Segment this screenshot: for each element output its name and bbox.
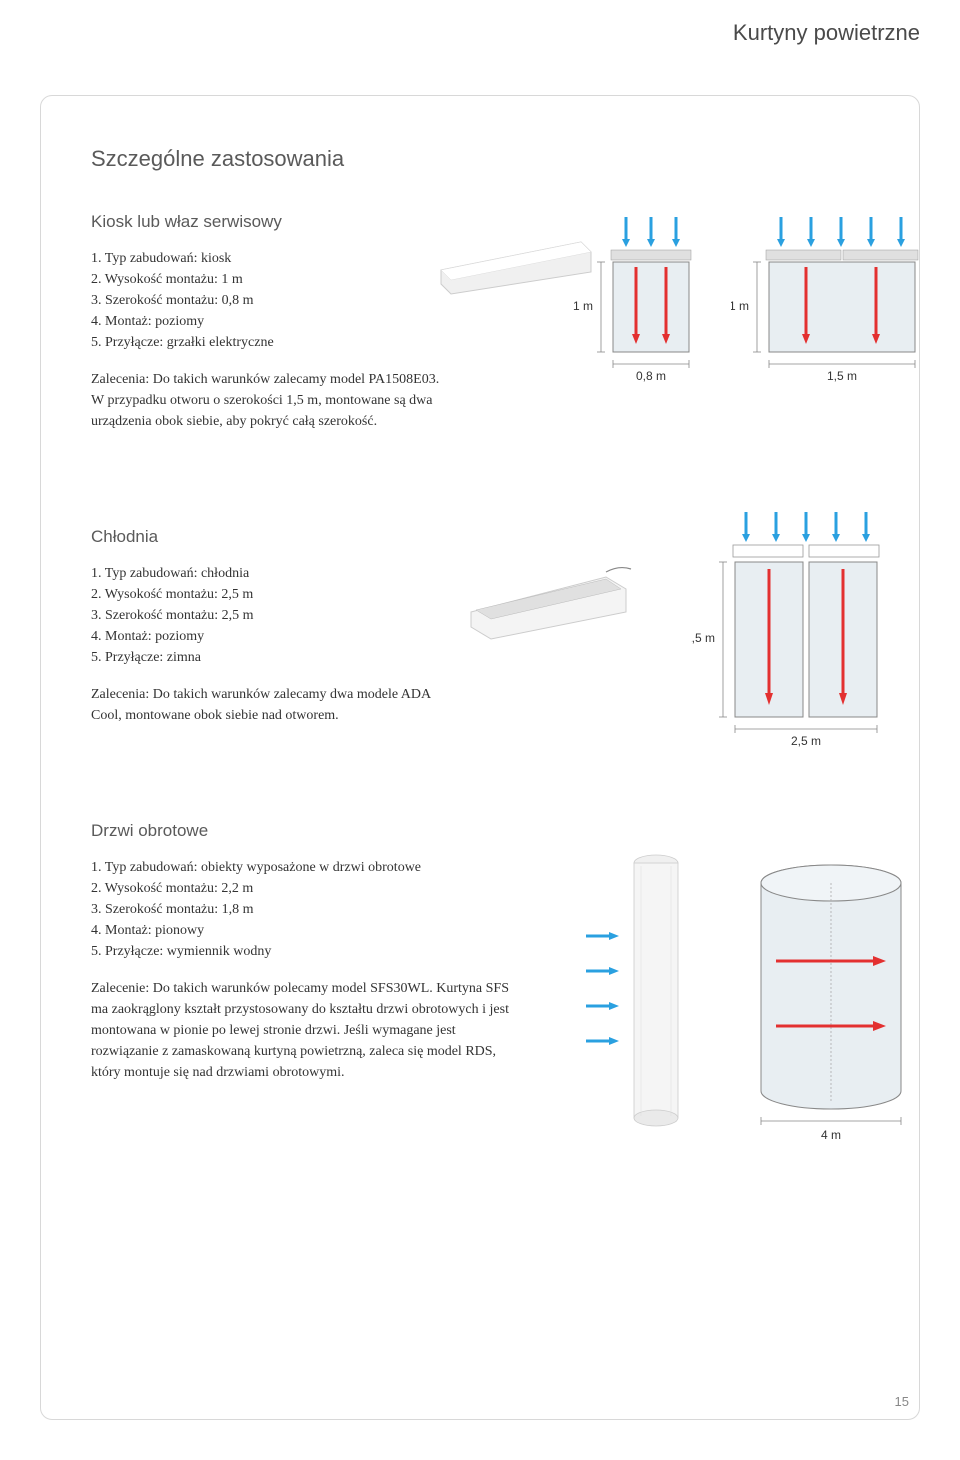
content-box: Szczególne zastosowania Kiosk lub właz s… [40,95,920,1420]
list-item: 1. Typ zabudowań: chłodnia [91,563,451,584]
recommendation: Zalecenie: Do takich warunków polecamy m… [91,978,521,1083]
dim-label: 1 m [573,299,593,313]
svg-text:0,8 m: 0,8 m [636,369,666,383]
svg-text:2,5 m: 2,5 m [691,631,715,645]
list-item: 5. Przyłącze: zimna [91,647,451,668]
list-item: 5. Przyłącze: grzałki elektryczne [91,332,451,353]
list-item: 2. Wysokość montażu: 2,5 m [91,584,451,605]
product-image [621,851,691,1131]
list-item: 1. Typ zabudowań: obiekty wyposażone w d… [91,857,521,878]
diagram-kiosk-double: 1 m 1,5 m [731,212,951,392]
list-item: 4. Montaż: pionowy [91,920,521,941]
list-item: 2. Wysokość montażu: 1 m [91,269,451,290]
product-image [451,557,641,647]
section-kiosk: Kiosk lub właz serwisowy 1. Typ zabudowa… [91,212,879,432]
section-heading: Drzwi obrotowe [91,821,879,841]
list-item: 3. Szerokość montażu: 2,5 m [91,605,451,626]
diagram-chlodnia: 2,5 m 2,5 m [691,507,921,767]
diagram-revolving-door: 4 m [731,861,931,1151]
recommendation: Zalecenia: Do takich warunków zalecamy m… [91,369,451,432]
list-item: 2. Wysokość montażu: 2,2 m [91,878,521,899]
section-drzwi: Drzwi obrotowe 1. Typ zabudowań: obiekty… [91,821,879,1083]
svg-text:1,5 m: 1,5 m [827,369,857,383]
svg-text:1 m: 1 m [731,299,749,313]
page-number: 15 [895,1394,909,1409]
section-chlodnia: Chłodnia 1. Typ zabudowań: chłodnia 2. W… [91,527,879,726]
main-heading: Szczególne zastosowania [91,146,879,172]
page-title: Kurtyny powietrzne [733,20,920,46]
list-item: 4. Montaż: poziomy [91,626,451,647]
svg-text:4 m: 4 m [821,1128,841,1142]
recommendation: Zalecenia: Do takich warunków zalecamy d… [91,684,451,726]
list-item: 4. Montaż: poziomy [91,311,451,332]
list-item: 3. Szerokość montażu: 0,8 m [91,290,451,311]
list-item: 5. Przyłącze: wymiennik wodny [91,941,521,962]
diagram-kiosk-single: 1 m 0,8 m [571,212,721,392]
list-item: 3. Szerokość montażu: 1,8 m [91,899,521,920]
list-item: 1. Typ zabudowań: kiosk [91,248,451,269]
arrows-icon [581,921,626,1061]
svg-text:2,5 m: 2,5 m [791,734,821,748]
